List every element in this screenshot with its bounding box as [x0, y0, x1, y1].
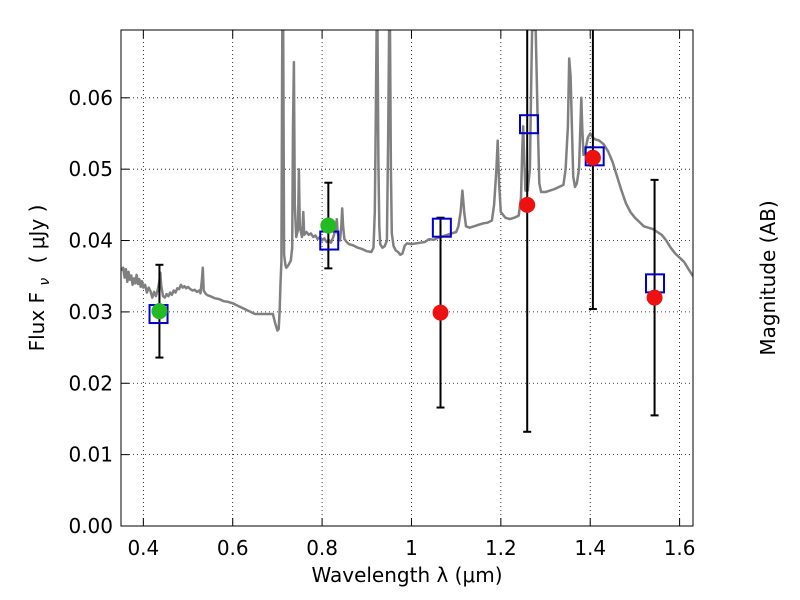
y-tick-label: 0.04 — [68, 229, 113, 253]
x-tick-label: 1.4 — [574, 536, 606, 560]
x-tick-label: 0.4 — [127, 536, 159, 560]
svg-text:Flux F ν ( μJy ): Flux F ν ( μJy ) — [25, 205, 54, 352]
circle-marker — [320, 217, 337, 234]
model-spectrum-line — [121, 30, 693, 332]
y-axis-title-sub: ν — [37, 278, 53, 286]
circle-marker — [584, 149, 601, 166]
y-axis-title: Flux F — [25, 292, 49, 351]
circle-marker — [432, 304, 449, 321]
x-tick-label: 1.6 — [664, 536, 696, 560]
y-axis-title-group: Flux F ν ( μJy ) — [25, 205, 54, 352]
x-tick-label: 1.2 — [485, 536, 517, 560]
y-axis-title-unit: ( μJy ) — [25, 205, 49, 264]
y-tick-label: 0.03 — [68, 300, 113, 324]
y-tick-label: 0.01 — [68, 443, 113, 467]
grid — [121, 30, 693, 526]
y-tick-label: 0.00 — [68, 514, 113, 538]
axis-ticks: 0.4 0.6 0.8 1 1.2 1.4 1.6 0.00 0.01 0.02 0.03 0.04 0… — [68, 30, 696, 560]
circle-marker — [646, 289, 663, 306]
plot-area — [121, 30, 693, 433]
square-marker — [431, 217, 452, 238]
x-tick-label: 0.8 — [306, 536, 338, 560]
plot-frame — [120, 29, 694, 527]
y-tick-label: 0.02 — [68, 371, 113, 395]
x-axis-title: Wavelength λ (μm) — [311, 563, 502, 587]
circle-marker — [519, 196, 536, 213]
circle-marker — [151, 303, 168, 320]
y2-axis-title: Magnitude (AB) — [756, 200, 780, 355]
x-tick-label: 1 — [405, 536, 418, 560]
x-tick-label: 0.6 — [217, 536, 249, 560]
y-tick-label: 0.05 — [68, 157, 113, 181]
square-marker — [518, 114, 539, 135]
y-tick-label: 0.06 — [68, 86, 113, 110]
